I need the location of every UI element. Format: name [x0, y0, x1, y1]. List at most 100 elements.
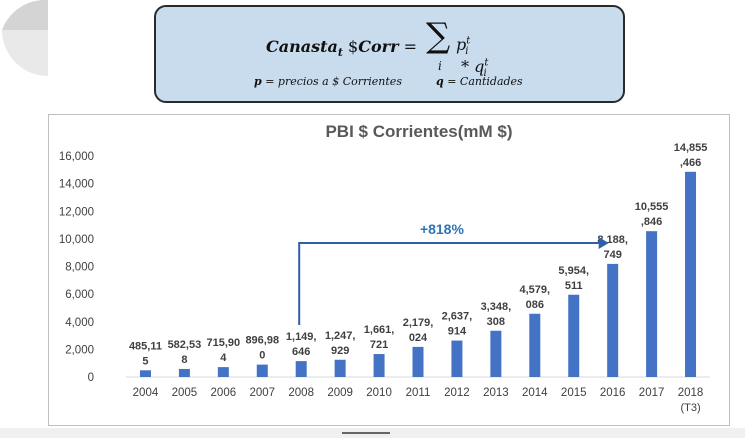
x-tick-label: 2016: [600, 387, 626, 399]
bar: [373, 354, 385, 377]
x-tick-label: 2015: [561, 387, 587, 399]
data-label: 896,98: [245, 335, 279, 347]
formula-rhs: pti * qti: [456, 35, 499, 79]
data-label: 721: [370, 339, 388, 351]
data-label: 086: [526, 299, 544, 311]
y-tick-label: 16,000: [59, 151, 94, 163]
data-label: 3,348,: [481, 301, 512, 313]
x-tick-sublabel: (T3): [680, 402, 700, 414]
y-tick-label: 0: [88, 372, 94, 384]
bar: [139, 370, 151, 377]
summation-symbol: ∑: [426, 16, 451, 56]
data-label: 5,954,: [558, 265, 589, 277]
data-label: 582,53: [168, 339, 202, 351]
data-label: 8: [181, 354, 187, 366]
data-label: 5: [142, 355, 148, 367]
x-tick-label: 2010: [366, 387, 392, 399]
formula-q-sup: t: [484, 57, 489, 69]
y-tick-label: 14,000: [59, 179, 94, 191]
data-label: 1,247,: [325, 330, 356, 342]
formula-times: *: [456, 57, 475, 77]
data-label: 646: [292, 346, 310, 358]
bar: [217, 367, 229, 377]
q-definition: q = Cantidades: [436, 75, 523, 88]
x-tick-label: 2014: [522, 387, 548, 399]
data-label: 715,90: [207, 337, 241, 349]
bar: [568, 294, 580, 377]
data-label: 0: [259, 350, 265, 362]
q-definition-text: = Cantidades: [443, 75, 523, 88]
y-tick-label: 12,000: [59, 206, 94, 218]
data-label: 024: [409, 332, 428, 344]
data-label: 485,11: [129, 340, 162, 352]
y-tick-label: 8,000: [65, 262, 94, 274]
x-tick-label: 2004: [133, 387, 159, 399]
x-tick-label: 2018: [678, 387, 704, 399]
formula-lhs: Canastat $Corr =: [266, 37, 417, 59]
y-tick-label: 6,000: [65, 289, 94, 301]
formula-p-sup: t: [466, 35, 471, 47]
formula-equals: =: [398, 37, 417, 56]
x-tick-label: 2007: [249, 387, 275, 399]
formula-q-sub: i: [483, 68, 487, 80]
summation-index: i: [438, 59, 442, 73]
p-definition-var: p: [254, 75, 262, 88]
x-tick-label: 2006: [211, 387, 237, 399]
formula-lhs-name: Canasta: [266, 37, 338, 56]
formula-q: q: [474, 57, 485, 77]
q-definition-var: q: [436, 75, 444, 88]
data-label: ,846: [641, 216, 662, 228]
bar: [256, 364, 268, 377]
growth-arrow-line: [298, 242, 601, 325]
chart-frame: PBI $ Corrientes(mM $) 0 2,000 4,000 6,000 8…: [48, 114, 730, 426]
bar-chart: PBI $ Corrientes(mM $) 0 2,000 4,000 6,000 8…: [59, 122, 710, 414]
data-label: 1,149,: [286, 331, 317, 343]
growth-arrow-head: [598, 237, 609, 249]
x-tick-label: 2012: [444, 387, 470, 399]
x-tick-label: 2011: [406, 387, 431, 399]
bar: [607, 263, 619, 377]
p-definition: p = precios a $ Corrientes: [254, 75, 402, 88]
data-label: 511: [565, 280, 583, 292]
chart-title: PBI $ Corrientes(mM $): [325, 122, 512, 141]
data-label: 1,661,: [364, 324, 395, 336]
bar: [646, 231, 658, 377]
x-tick-label: 2008: [288, 387, 314, 399]
data-label: 914: [448, 326, 467, 338]
formula-lhs-sub: t: [337, 46, 343, 60]
data-label: 4: [220, 352, 227, 364]
data-label: 10,555: [635, 201, 669, 213]
data-label: 929: [331, 345, 349, 357]
data-label: 2,179,: [403, 317, 434, 329]
data-label: 14,855: [674, 142, 708, 154]
formula-p: p: [456, 35, 467, 54]
data-label: 749: [603, 249, 621, 261]
bar: [334, 359, 346, 377]
formula-p-sub: i: [465, 46, 469, 58]
p-definition-text: = precios a $ Corrientes: [261, 75, 402, 88]
data-label: 4,579,: [520, 284, 551, 296]
x-tick-label: 2005: [172, 387, 198, 399]
y-tick-label: 2,000: [65, 344, 94, 356]
bar: [685, 171, 697, 377]
x-tick-label: 2013: [483, 387, 509, 399]
data-label: 308: [487, 316, 505, 328]
x-tick-label: 2017: [639, 387, 665, 399]
bar: [178, 368, 190, 377]
bottom-handle: [342, 432, 390, 434]
growth-annotation: +818%: [420, 221, 465, 237]
bar: [295, 361, 307, 377]
y-tick-label: 10,000: [59, 234, 94, 246]
formula-corr: Corr: [358, 37, 399, 56]
bar: [451, 340, 463, 377]
y-tick-label: 4,000: [65, 317, 94, 329]
bar: [490, 330, 502, 377]
background-decoration: [2, 0, 48, 76]
data-label: 2,637,: [442, 311, 473, 323]
formula-box: Canastat $Corr = ∑ i pti * qti p = preci…: [154, 5, 625, 103]
bar: [412, 346, 424, 377]
formula-dollar: $: [342, 37, 359, 56]
data-label: ,466: [680, 157, 701, 169]
x-tick-label: 2009: [327, 387, 353, 399]
bar: [529, 313, 541, 377]
